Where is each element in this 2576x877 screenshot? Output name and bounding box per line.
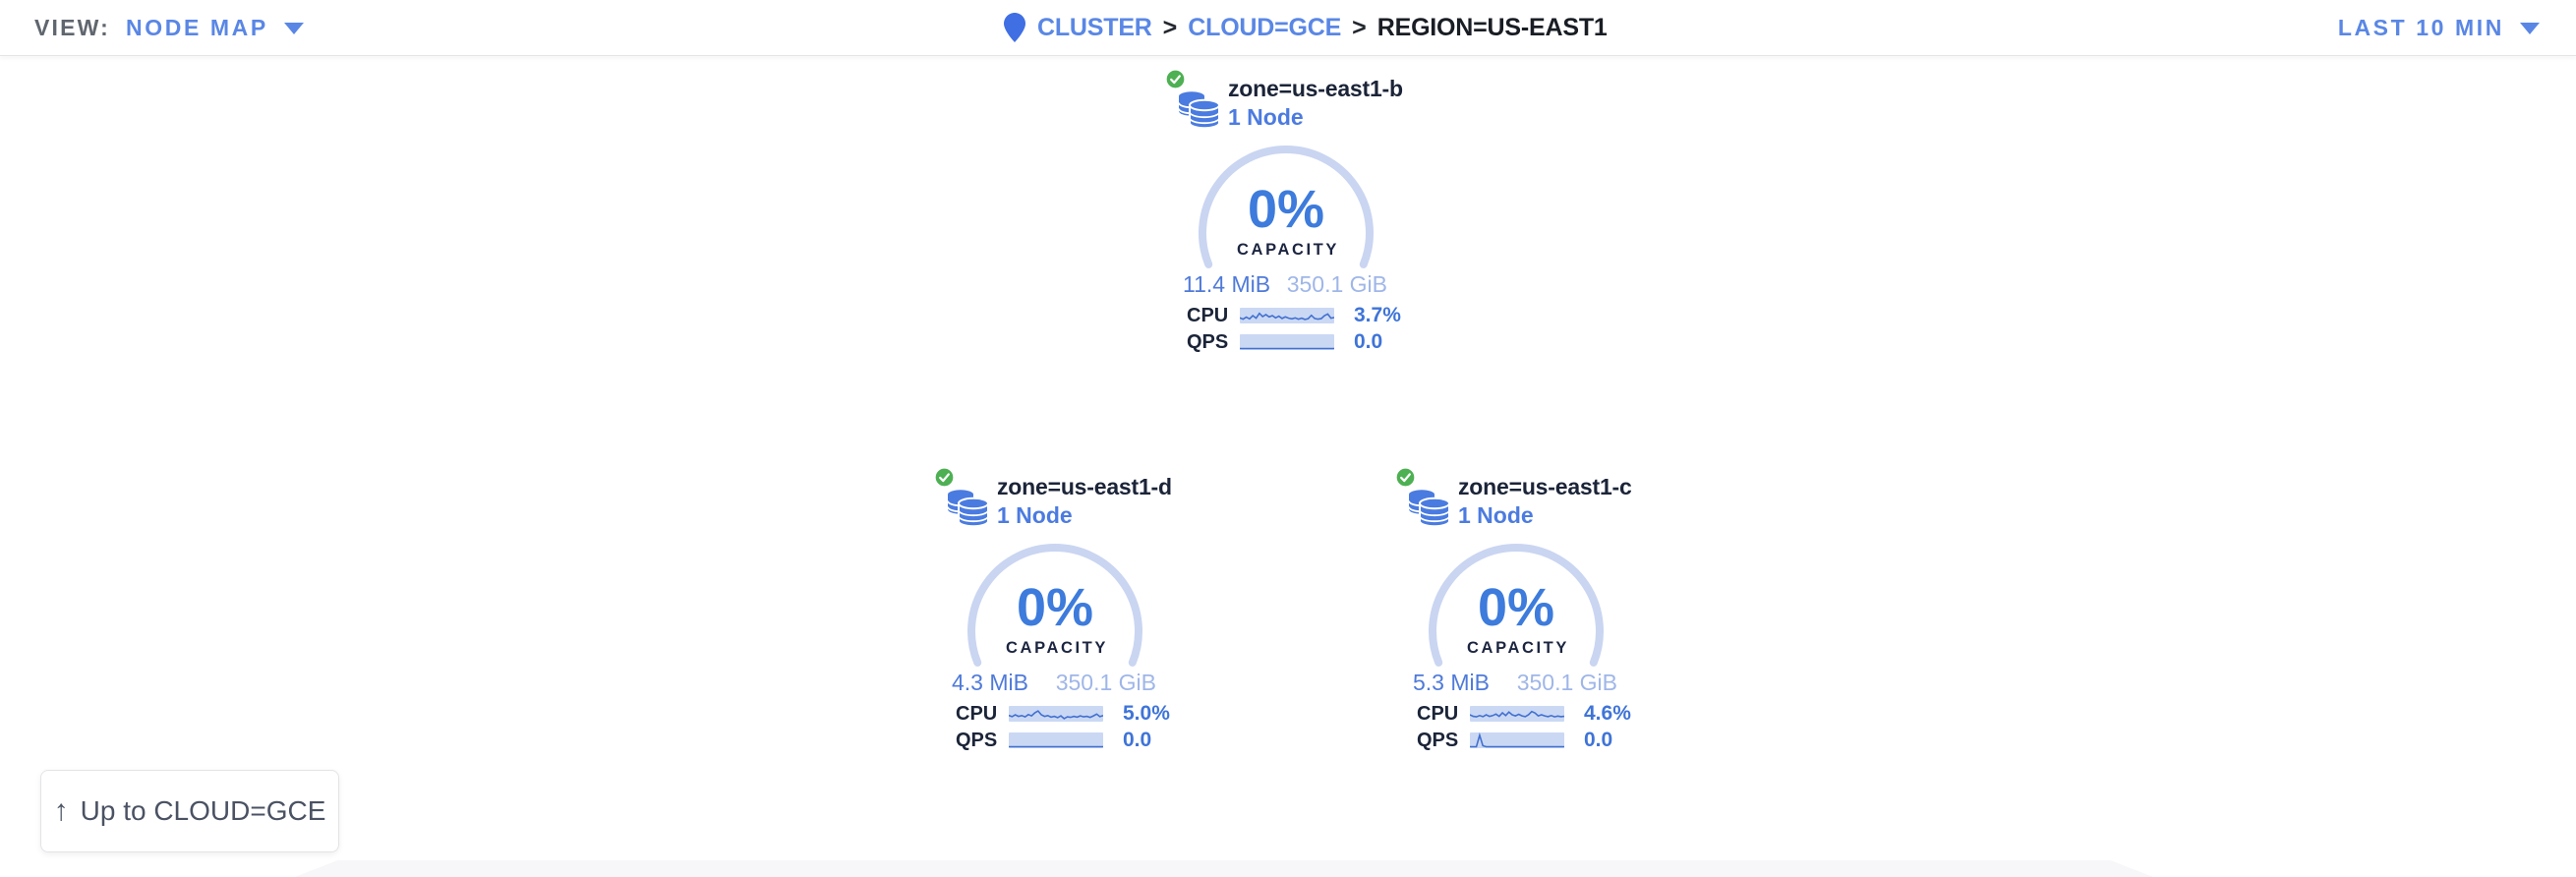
qps-metric-row: QPS 0.0 bbox=[1393, 729, 1639, 751]
capacity-used: 5.3 MiB bbox=[1413, 670, 1490, 695]
qps-label: QPS bbox=[1187, 331, 1229, 353]
capacity-values: 11.4 MiB 350.1 GiB bbox=[1183, 271, 1387, 298]
capacity-arc-icon bbox=[967, 544, 1142, 667]
capacity-percent: 0% bbox=[1477, 578, 1555, 637]
up-button-label: Up to CLOUD=GCE bbox=[80, 795, 326, 826]
cpu-sparkline bbox=[1009, 706, 1103, 722]
view-selector[interactable]: VIEW: NODE MAP bbox=[34, 0, 304, 55]
capacity-used: 4.3 MiB bbox=[952, 670, 1028, 695]
breadcrumb-separator: > bbox=[1162, 13, 1178, 41]
qps-value: 0.0 bbox=[1354, 330, 1383, 353]
breadcrumb-separator: > bbox=[1352, 13, 1367, 41]
topbar: VIEW: NODE MAP CLUSTER > CLOUD=GCE > REG… bbox=[0, 0, 2576, 56]
up-to-cloud-gce-button[interactable]: ↑ Up to CLOUD=GCE bbox=[40, 770, 339, 852]
cpu-label: CPU bbox=[956, 703, 998, 725]
qps-sparkline bbox=[1009, 732, 1103, 748]
capacity-values: 4.3 MiB 350.1 GiB bbox=[952, 670, 1156, 696]
cpu-label: CPU bbox=[1417, 703, 1459, 725]
view-label: VIEW: bbox=[34, 14, 111, 40]
capacity-values: 5.3 MiB 350.1 GiB bbox=[1413, 670, 1617, 696]
capacity-used: 11.4 MiB bbox=[1183, 271, 1271, 297]
healthy-check-icon bbox=[934, 467, 955, 488]
zone-node-count[interactable]: 1 Node bbox=[1458, 502, 1534, 528]
map-floor-platform bbox=[295, 860, 2153, 877]
capacity-gauge: 0% CAPACITY bbox=[964, 540, 1146, 723]
capacity-percent: 0% bbox=[1247, 180, 1325, 239]
cpu-sparkline bbox=[1240, 308, 1334, 323]
qps-label: QPS bbox=[1417, 730, 1459, 751]
capacity-arc-icon bbox=[1199, 146, 1374, 268]
capacity-label: CAPACITY bbox=[1237, 241, 1339, 259]
zone-name: zone=us-east1-b bbox=[1228, 76, 1403, 101]
zone-node-count[interactable]: 1 Node bbox=[997, 502, 1073, 528]
capacity-gauge: 0% CAPACITY bbox=[1425, 540, 1608, 723]
time-range-selector[interactable]: LAST 10 MIN bbox=[2338, 0, 2540, 55]
zone-databases-icon bbox=[947, 490, 990, 528]
cpu-metric-row: CPU 4.6% bbox=[1393, 702, 1639, 725]
zone-name: zone=us-east1-c bbox=[1458, 474, 1632, 499]
breadcrumb: CLUSTER > CLOUD=GCE > REGION=US-EAST1 bbox=[1004, 0, 1608, 55]
breadcrumb-cluster[interactable]: CLUSTER bbox=[1037, 13, 1152, 41]
qps-value: 0.0 bbox=[1584, 729, 1613, 751]
time-range-value: LAST 10 MIN bbox=[2337, 14, 2504, 40]
cpu-value: 3.7% bbox=[1354, 304, 1401, 326]
cpu-metric-row: CPU 3.7% bbox=[1163, 304, 1409, 326]
capacity-label: CAPACITY bbox=[1467, 639, 1569, 657]
capacity-gauge: 0% CAPACITY bbox=[1195, 142, 1377, 324]
zone-card-header: zone=us-east1-b 1 Node bbox=[1228, 75, 1403, 132]
cpu-metric-row: CPU 5.0% bbox=[932, 702, 1178, 725]
capacity-percent: 0% bbox=[1016, 578, 1094, 637]
chevron-down-icon bbox=[2520, 23, 2540, 34]
zone-card-header: zone=us-east1-c 1 Node bbox=[1458, 473, 1632, 530]
breadcrumb-region-us-east1: REGION=US-EAST1 bbox=[1376, 13, 1608, 41]
cpu-value: 5.0% bbox=[1123, 702, 1170, 725]
zone-card-header: zone=us-east1-d 1 Node bbox=[997, 473, 1172, 530]
capacity-total: 350.1 GiB bbox=[1055, 670, 1156, 695]
node-map-area: zone=us-east1-b 1 Node 0% CAPACITY 11.4 … bbox=[0, 57, 2576, 877]
qps-sparkline bbox=[1470, 732, 1564, 748]
zone-name: zone=us-east1-d bbox=[997, 474, 1172, 499]
location-pin-icon bbox=[1004, 13, 1025, 42]
capacity-arc-icon bbox=[1429, 544, 1604, 667]
view-value[interactable]: NODE MAP bbox=[126, 14, 268, 40]
zone-card-us-east1-b[interactable]: zone=us-east1-b 1 Node 0% CAPACITY 11.4 … bbox=[1163, 65, 1409, 360]
cpu-value: 4.6% bbox=[1584, 702, 1631, 725]
zone-card-us-east1-d[interactable]: zone=us-east1-d 1 Node 0% CAPACITY 4.3 M… bbox=[932, 463, 1178, 758]
arrow-up-icon: ↑ bbox=[53, 794, 69, 827]
qps-sparkline bbox=[1240, 334, 1334, 350]
zone-databases-icon bbox=[1178, 91, 1221, 130]
zone-databases-icon bbox=[1408, 490, 1451, 528]
qps-label: QPS bbox=[956, 730, 998, 751]
qps-metric-row: QPS 0.0 bbox=[932, 729, 1178, 751]
capacity-total: 350.1 GiB bbox=[1286, 271, 1387, 297]
qps-value: 0.0 bbox=[1123, 729, 1152, 751]
qps-metric-row: QPS 0.0 bbox=[1163, 330, 1409, 353]
zone-card-us-east1-c[interactable]: zone=us-east1-c 1 Node 0% CAPACITY 5.3 M… bbox=[1393, 463, 1639, 758]
breadcrumb-cloud-gce[interactable]: CLOUD=GCE bbox=[1188, 13, 1342, 41]
capacity-label: CAPACITY bbox=[1006, 639, 1108, 657]
cpu-label: CPU bbox=[1187, 305, 1229, 326]
chevron-down-icon bbox=[283, 23, 304, 34]
healthy-check-icon bbox=[1165, 69, 1186, 89]
capacity-total: 350.1 GiB bbox=[1516, 670, 1617, 695]
cpu-sparkline bbox=[1470, 706, 1564, 722]
healthy-check-icon bbox=[1395, 467, 1416, 488]
zone-node-count[interactable]: 1 Node bbox=[1228, 104, 1304, 130]
